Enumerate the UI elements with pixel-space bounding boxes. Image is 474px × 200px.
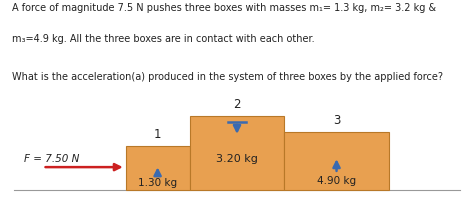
Text: 2: 2 (233, 98, 241, 111)
Text: A force of magnitude 7.5 N pushes three boxes with masses m₁= 1.3 kg, m₂= 3.2 kg: A force of magnitude 7.5 N pushes three … (12, 3, 436, 13)
Text: F = 7.50 N: F = 7.50 N (24, 154, 79, 164)
Text: m₃=4.9 kg. All the three boxes are in contact with each other.: m₃=4.9 kg. All the three boxes are in co… (12, 34, 314, 44)
Bar (284, 132, 389, 190)
Bar (126, 146, 190, 190)
Text: 3: 3 (333, 114, 340, 127)
Text: 3.20 kg: 3.20 kg (216, 154, 258, 164)
Text: 4.90 kg: 4.90 kg (317, 176, 356, 186)
Text: 1: 1 (154, 128, 161, 141)
Text: 1.30 kg: 1.30 kg (138, 178, 177, 188)
Bar (190, 116, 284, 190)
Text: What is the acceleration(a) produced in the system of three boxes by the applied: What is the acceleration(a) produced in … (12, 72, 443, 82)
